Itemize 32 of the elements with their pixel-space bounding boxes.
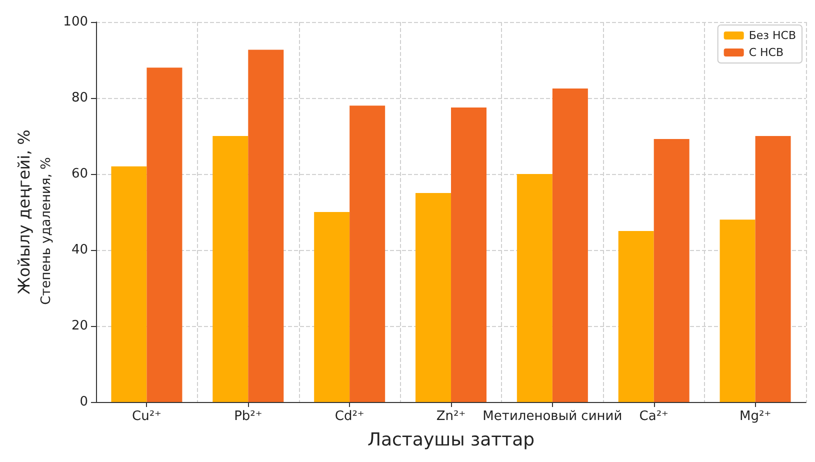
x-tick-label: Cd²⁺: [334, 409, 364, 424]
bar: [146, 68, 182, 402]
bar: [618, 231, 654, 402]
y-tick-label: 80: [71, 90, 88, 106]
y-axis-title: Жойылу деңгейі, %: [14, 130, 34, 294]
bar: [451, 108, 486, 402]
y-tick-label: 0: [80, 394, 88, 410]
bar: [516, 174, 552, 402]
y-tick-label: 100: [63, 14, 88, 30]
bar: [720, 220, 756, 402]
x-tick-label: Метиленовый синий: [482, 409, 622, 424]
x-tick-label: Ca²⁺: [639, 409, 668, 424]
x-tick-label: Zn²⁺: [436, 409, 466, 424]
x-tick-label: Pb²⁺: [234, 409, 262, 424]
legend-label: С НСВ: [748, 46, 784, 59]
legend-label: Без НСВ: [748, 29, 796, 42]
x-axis-title: Ластаушы заттар: [367, 430, 535, 450]
y-tick-label: 20: [71, 318, 88, 334]
x-tick-label: Mg²⁺: [740, 409, 772, 424]
bar: [111, 166, 147, 402]
bar: [248, 50, 284, 402]
text: Степень удаления, %: [39, 157, 54, 305]
bar: [212, 136, 248, 402]
bar: [755, 136, 791, 402]
bar: [416, 193, 451, 402]
y-tick-label: 60: [71, 166, 88, 182]
bar: [350, 106, 386, 402]
bar: [654, 139, 690, 402]
y-tick-label: 40: [71, 242, 88, 258]
bar: [314, 212, 350, 402]
bar: [552, 88, 588, 402]
x-tick-label: Cu²⁺: [132, 409, 162, 424]
